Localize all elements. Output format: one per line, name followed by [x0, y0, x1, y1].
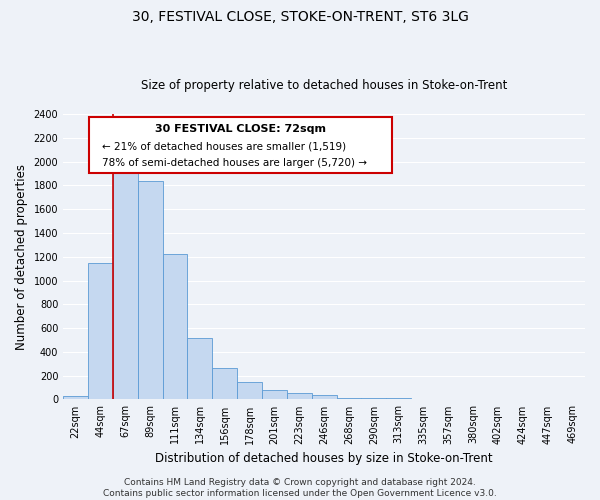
Title: Size of property relative to detached houses in Stoke-on-Trent: Size of property relative to detached ho…	[141, 79, 507, 92]
X-axis label: Distribution of detached houses by size in Stoke-on-Trent: Distribution of detached houses by size …	[155, 452, 493, 465]
FancyBboxPatch shape	[89, 117, 392, 172]
Bar	[88, 262, 113, 400]
Y-axis label: Number of detached properties: Number of detached properties	[15, 164, 28, 350]
Bar	[163, 254, 187, 400]
Bar	[287, 394, 311, 400]
Text: ← 21% of detached houses are smaller (1,519): ← 21% of detached houses are smaller (1,…	[103, 141, 346, 151]
Text: 30, FESTIVAL CLOSE, STOKE-ON-TRENT, ST6 3LG: 30, FESTIVAL CLOSE, STOKE-ON-TRENT, ST6 …	[131, 10, 469, 24]
Bar	[138, 180, 163, 400]
Bar	[63, 396, 88, 400]
Bar	[237, 382, 262, 400]
Text: 78% of semi-detached houses are larger (5,720) →: 78% of semi-detached houses are larger (…	[103, 158, 367, 168]
Bar	[411, 399, 436, 400]
Bar	[361, 398, 386, 400]
Bar	[212, 368, 237, 400]
Bar	[311, 395, 337, 400]
Bar	[113, 166, 138, 400]
Bar	[386, 398, 411, 400]
Text: Contains HM Land Registry data © Crown copyright and database right 2024.
Contai: Contains HM Land Registry data © Crown c…	[103, 478, 497, 498]
Bar	[262, 390, 287, 400]
Bar	[337, 398, 361, 400]
Bar	[187, 338, 212, 400]
Text: 30 FESTIVAL CLOSE: 72sqm: 30 FESTIVAL CLOSE: 72sqm	[155, 124, 326, 134]
